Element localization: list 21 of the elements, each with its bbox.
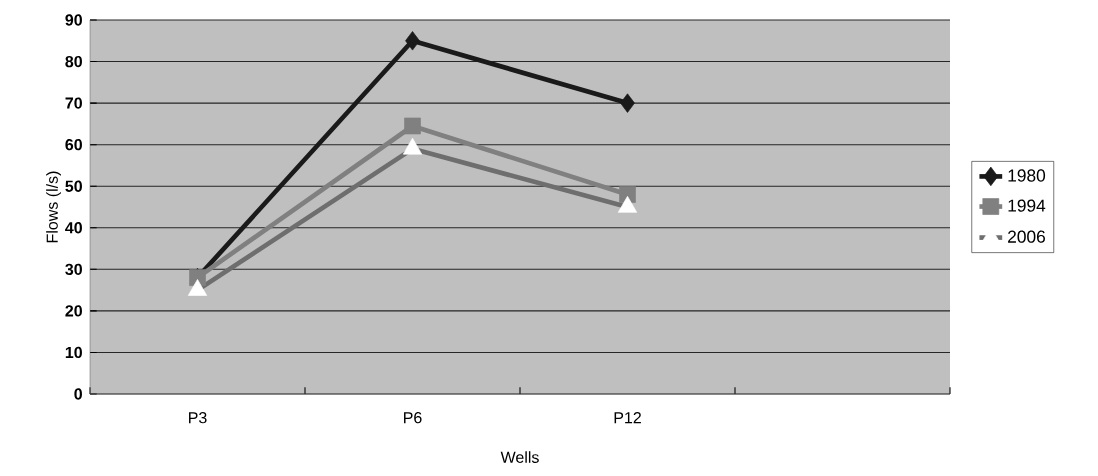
y-tick-label: 60 xyxy=(65,139,82,151)
y-tick-label: 50 xyxy=(65,180,82,192)
y-tick-label: 30 xyxy=(65,263,82,276)
x-tick-label: P6 xyxy=(404,412,422,424)
x-tick-label: P3 xyxy=(189,412,207,424)
x-tick-label: P12 xyxy=(614,412,641,424)
point xyxy=(405,31,420,51)
point xyxy=(620,93,635,113)
y-tick-label: 20 xyxy=(65,305,82,317)
y-tick-label: 80 xyxy=(65,55,82,68)
y-tick-label: 10 xyxy=(65,346,82,359)
y-tick-label: 70 xyxy=(65,97,82,109)
y-tick-label: 40 xyxy=(65,222,82,234)
x-axis-title: Wells xyxy=(500,451,539,463)
y-axis-title: Flows (l/s) xyxy=(46,171,61,243)
y-tick-label: 0 xyxy=(74,388,82,400)
point xyxy=(404,117,421,135)
legend-label: 1980 xyxy=(1008,169,1046,182)
legend-label: 1994 xyxy=(1008,199,1046,212)
y-tick-label: 90 xyxy=(65,14,82,26)
legend-label: 2006 xyxy=(1008,230,1045,243)
